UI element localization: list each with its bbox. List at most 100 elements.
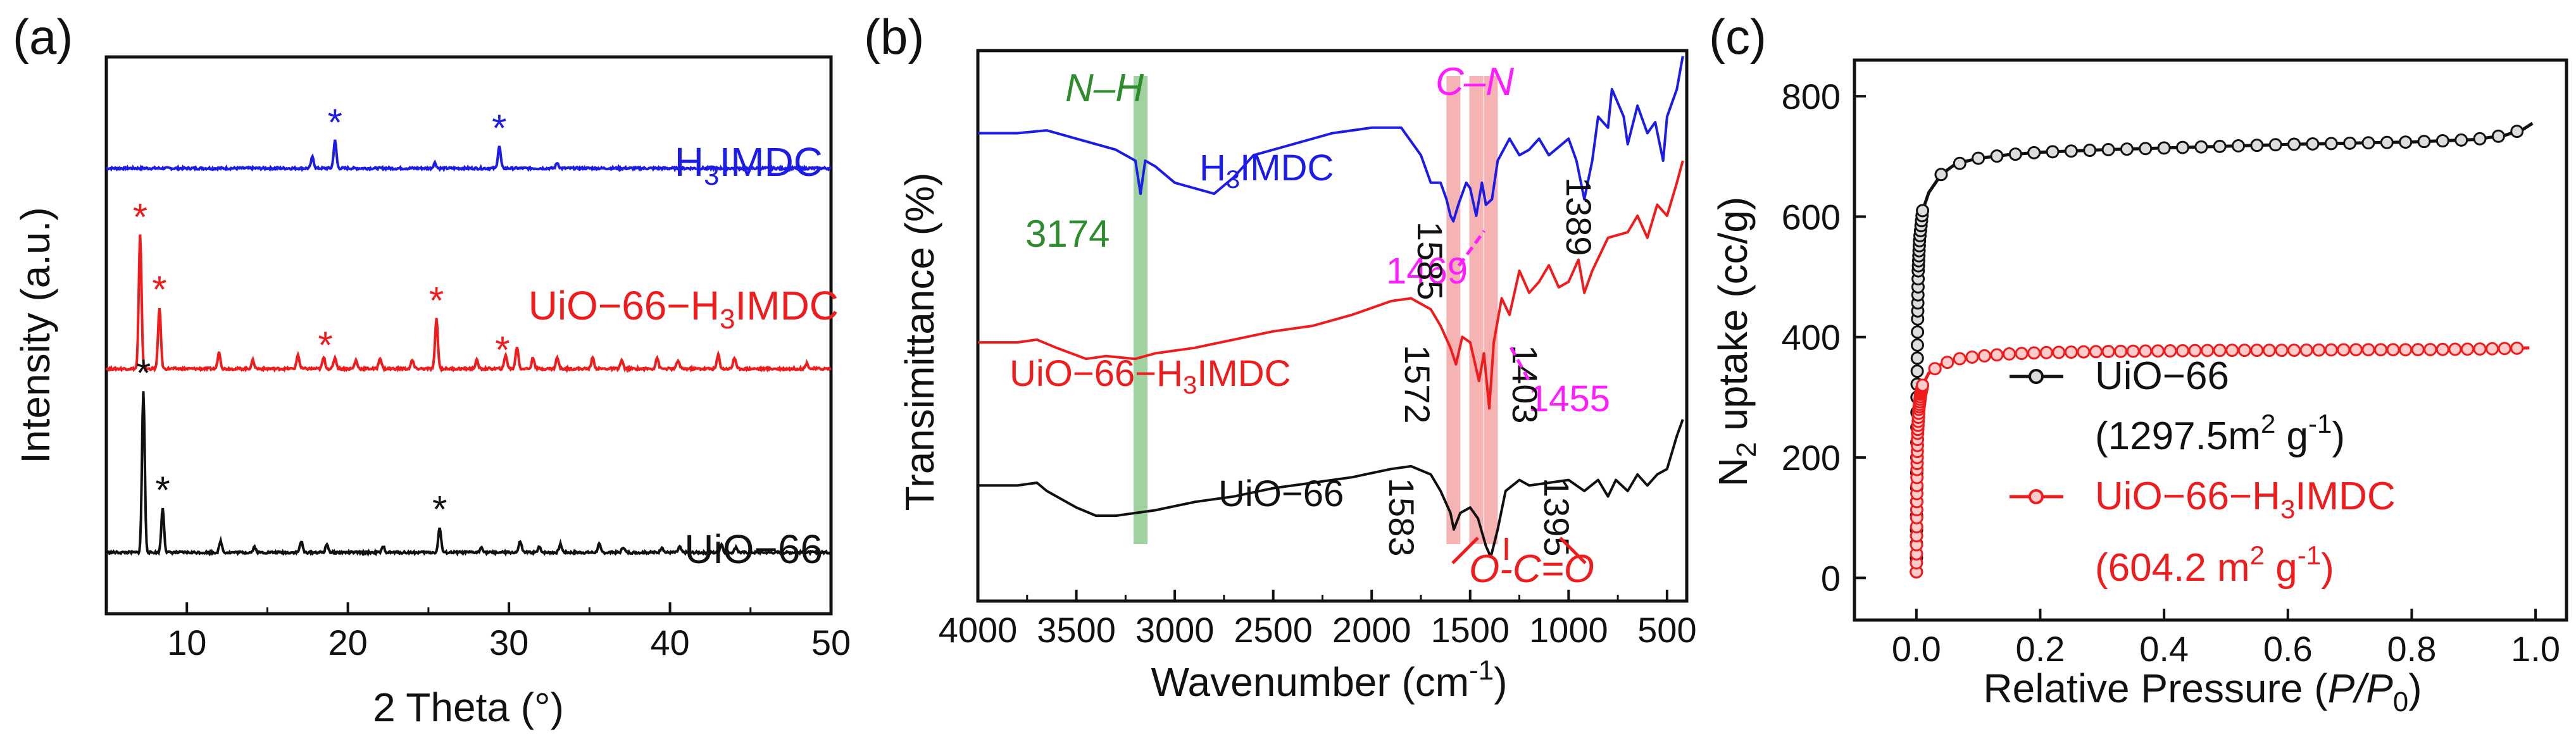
panel-b-x-ticks: 4000 3500 3000 2500 2000 1500 1000 500 bbox=[939, 590, 1697, 650]
isotherm-point bbox=[2201, 344, 2215, 357]
isotherm-point bbox=[1990, 149, 2004, 163]
peak-star: * bbox=[155, 469, 170, 511]
peak-star: * bbox=[152, 268, 166, 311]
isotherm-point bbox=[1916, 204, 1930, 218]
x-tick-label-2000: 2000 bbox=[1332, 610, 1411, 650]
isotherm-point bbox=[2268, 138, 2282, 152]
pointer-1469 bbox=[1457, 230, 1486, 267]
isotherm-point bbox=[2380, 135, 2394, 149]
isotherm-point bbox=[2386, 343, 2400, 357]
isotherm-point bbox=[2194, 140, 2208, 154]
isotherm-point bbox=[2287, 137, 2301, 151]
isotherm-point bbox=[2435, 134, 2449, 148]
isotherm-point bbox=[2399, 343, 2413, 357]
isotherm-point bbox=[2064, 144, 2078, 158]
isotherm-point bbox=[2250, 344, 2264, 357]
isotherm-point bbox=[2312, 343, 2326, 357]
x-tick-label-1000: 1000 bbox=[1529, 610, 1608, 650]
isotherm-point bbox=[2089, 345, 2103, 359]
isotherm-point bbox=[1910, 338, 1924, 352]
isotherm-point bbox=[2015, 347, 2029, 361]
isotherm-point bbox=[2435, 342, 2449, 356]
isotherm-point bbox=[2052, 345, 2066, 359]
isotherm-point bbox=[2046, 145, 2060, 159]
band-3174 bbox=[1133, 76, 1147, 544]
isotherm-point bbox=[2008, 147, 2022, 161]
x-tick-label-3000: 3000 bbox=[1135, 610, 1215, 650]
isotherm-point bbox=[2460, 342, 2474, 356]
panel-a-legend-uio66: UiO−66 bbox=[684, 526, 823, 572]
isotherm-point bbox=[1910, 364, 1924, 378]
isotherm-point bbox=[2064, 345, 2078, 359]
isotherm-point bbox=[2473, 132, 2487, 146]
x-tick-label-0.8: 0.8 bbox=[2387, 629, 2437, 669]
isotherm-point bbox=[1972, 151, 1985, 165]
xrd-line-uio-66 bbox=[105, 391, 832, 557]
pointer-1455 bbox=[1508, 344, 1530, 381]
isotherm-point bbox=[2324, 137, 2338, 151]
isotherm-point bbox=[2120, 142, 2134, 156]
x-tick-label-0.6: 0.6 bbox=[2263, 629, 2313, 669]
peak-star: * bbox=[136, 352, 151, 394]
panel-b-series bbox=[978, 56, 1684, 559]
panel-a-label: (a) bbox=[13, 9, 73, 65]
annotation-1585: 1585 bbox=[1410, 221, 1450, 301]
isotherm-point bbox=[2250, 139, 2264, 152]
legend-label-uio66-h3imdc: UiO−66−H3IMDC bbox=[2095, 475, 2396, 524]
isotherm-point bbox=[2510, 125, 2524, 139]
isotherm-point bbox=[1911, 325, 1925, 339]
peak-star: * bbox=[133, 196, 147, 239]
x-tick-label-1: 1.0 bbox=[2511, 629, 2560, 669]
isotherm-point bbox=[2237, 344, 2251, 357]
isotherm-point bbox=[2213, 139, 2227, 153]
ftir-line-uio-66-h3imdc bbox=[978, 160, 1684, 410]
annotation-nh: N–H bbox=[1065, 66, 1144, 110]
isotherm-point bbox=[2343, 136, 2357, 150]
panel-c-label: (c) bbox=[1709, 9, 1766, 65]
panel-b-legend-h3imdc: H3IMDC bbox=[1199, 147, 1334, 194]
panel-b-legend-uio66-h3imdc: UiO−66−H3IMDC bbox=[1010, 353, 1291, 399]
isotherm-point bbox=[2349, 343, 2363, 357]
isotherm-point bbox=[2027, 346, 2041, 360]
isotherm-point bbox=[2114, 344, 2128, 358]
isotherm-point bbox=[2077, 345, 2091, 359]
isotherm-point bbox=[1977, 349, 1991, 363]
annotation-1403: 1403 bbox=[1505, 345, 1545, 424]
annotation-cn: C–N bbox=[1435, 60, 1514, 104]
x-tick-label-50: 50 bbox=[811, 623, 851, 662]
isotherm-point bbox=[2306, 137, 2320, 151]
isotherm-point bbox=[2163, 344, 2177, 358]
isotherm-point bbox=[2101, 344, 2115, 358]
band-1585 bbox=[1446, 76, 1461, 544]
isotherm-point bbox=[2101, 143, 2115, 157]
isotherm-point bbox=[2157, 141, 2171, 155]
x-tick-label-3500: 3500 bbox=[1037, 610, 1116, 650]
band-1469 bbox=[1469, 76, 1484, 544]
band-1395 bbox=[1484, 76, 1498, 544]
isotherm-point bbox=[2083, 144, 2097, 158]
peak-star: * bbox=[328, 101, 342, 144]
isotherm-point bbox=[1910, 351, 1924, 365]
panel-a: (a) 10 20 30 40 50 * ******** * 2 Theta (°) In… bbox=[13, 9, 851, 730]
isotherm-point bbox=[1953, 156, 1966, 170]
isotherm-point bbox=[1953, 352, 1966, 366]
panel-c-frame bbox=[1853, 58, 2568, 622]
peak-star: * bbox=[432, 488, 447, 531]
isotherm-point bbox=[2139, 142, 2153, 156]
panel-b-legend-uio66: UiO−66 bbox=[1218, 473, 1344, 514]
isotherm-point bbox=[2473, 342, 2487, 356]
legend-marker-uio66 bbox=[2029, 369, 2044, 384]
isotherm-point bbox=[2491, 129, 2505, 143]
x-tick-label-10: 10 bbox=[167, 623, 206, 662]
panel-b-x-axis-title: Wavenumber (cm-1) bbox=[1151, 655, 1507, 705]
peak-star: * bbox=[495, 328, 510, 371]
panel-c-y-axis-title: N2 uptake (cc/g) bbox=[1710, 197, 1762, 487]
xrd-line-h3imdc bbox=[106, 139, 832, 173]
panel-a-x-axis-title: 2 Theta (°) bbox=[373, 685, 564, 730]
annotation-1469: 1469 bbox=[1386, 251, 1468, 292]
isotherm-point bbox=[2510, 341, 2524, 355]
isotherm-point bbox=[2411, 343, 2425, 357]
peak-star: * bbox=[429, 280, 444, 322]
legend-marker-uio66-h3imdc bbox=[2029, 489, 2044, 504]
